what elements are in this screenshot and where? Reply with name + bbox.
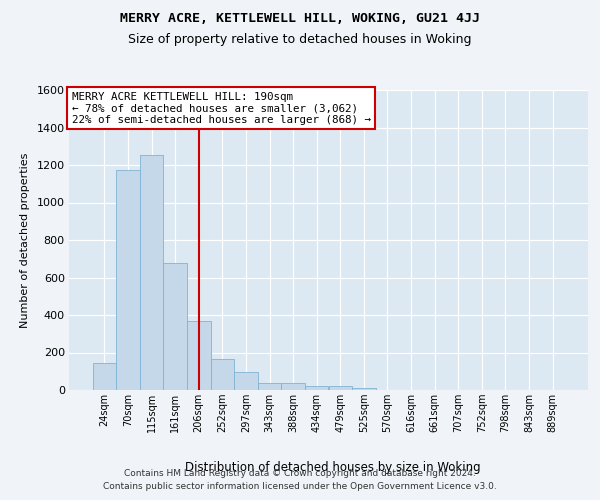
Bar — [116, 170, 140, 390]
Bar — [281, 384, 305, 390]
Bar — [305, 386, 329, 390]
Bar — [211, 359, 234, 390]
Bar — [92, 363, 116, 390]
Bar — [163, 262, 187, 390]
Bar — [329, 386, 352, 390]
Bar — [140, 154, 163, 390]
Bar — [258, 382, 281, 390]
Bar — [187, 320, 211, 390]
Bar — [352, 388, 376, 390]
Text: Size of property relative to detached houses in Woking: Size of property relative to detached ho… — [128, 32, 472, 46]
Y-axis label: Number of detached properties: Number of detached properties — [20, 152, 30, 328]
Text: MERRY ACRE KETTLEWELL HILL: 190sqm
← 78% of detached houses are smaller (3,062)
: MERRY ACRE KETTLEWELL HILL: 190sqm ← 78%… — [71, 92, 371, 124]
Text: MERRY ACRE, KETTLEWELL HILL, WOKING, GU21 4JJ: MERRY ACRE, KETTLEWELL HILL, WOKING, GU2… — [120, 12, 480, 26]
Text: Distribution of detached houses by size in Woking: Distribution of detached houses by size … — [185, 461, 481, 474]
Bar — [234, 372, 258, 390]
Text: Contains HM Land Registry data © Crown copyright and database right 2024.
Contai: Contains HM Land Registry data © Crown c… — [103, 470, 497, 491]
